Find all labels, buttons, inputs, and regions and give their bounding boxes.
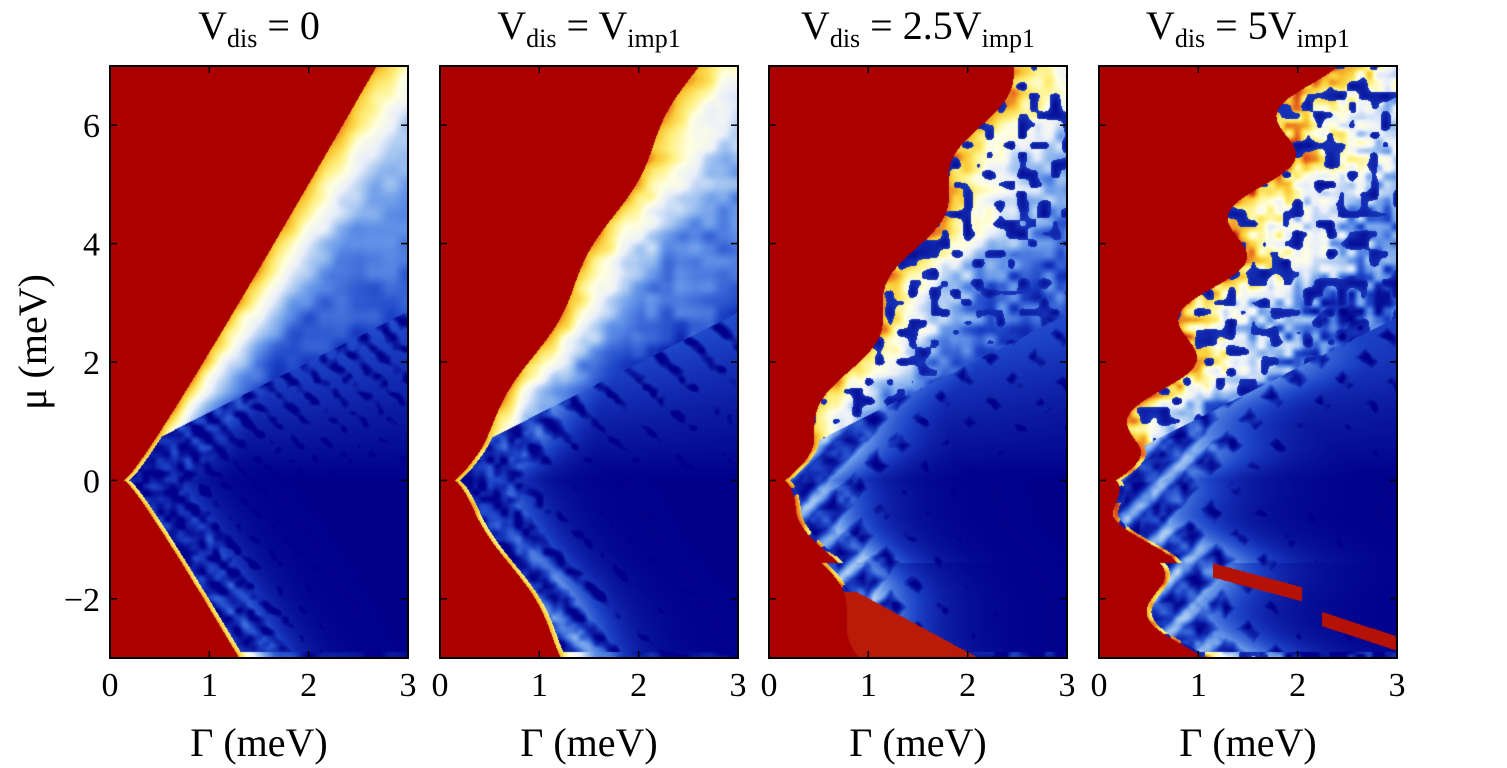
x-tick-label: 2 [300,667,317,704]
x-tick-label: 2 [1289,667,1306,704]
panel-title-vdis-vimp1: Vdis = Vimp1 [497,3,681,53]
x-tick-label: 1 [1190,667,1207,704]
heatmap-panel-4 [1099,66,1397,658]
x-tick-label: 3 [1059,667,1076,704]
panel-title-vdis-2p5vimp1: Vdis = 2.5Vimp1 [800,3,1036,53]
y-tick-label: −2 [64,582,100,619]
heatmap-panel-2 [440,66,738,658]
panel-title-vdis-5vimp1: Vdis = 5Vimp1 [1145,3,1351,53]
x-tick-label: 3 [730,667,747,704]
x-tick-label: 1 [531,667,548,704]
heatmap-panel-3 [769,66,1067,658]
x-axis-label: Γ (meV) [849,720,987,765]
y-tick-label: 4 [83,227,100,264]
x-tick-label: 1 [860,667,877,704]
y-tick-label: 2 [83,345,100,382]
x-tick-label: 1 [201,667,218,704]
x-axis-label: Γ (meV) [1179,720,1317,765]
heatmap-panel-1 [110,66,408,658]
y-axis-label: μ (meV) [10,274,55,410]
x-tick-label: 0 [761,667,778,704]
x-tick-label: 0 [1091,667,1108,704]
x-axis-label: Γ (meV) [190,720,328,765]
x-tick-label: 0 [102,667,119,704]
x-tick-label: 3 [1389,667,1406,704]
panel-title-vdis-0: Vdis = 0 [198,3,320,53]
x-tick-label: 3 [400,667,417,704]
y-tick-label: 0 [83,463,100,500]
x-axis-label: Γ (meV) [520,720,658,765]
x-tick-label: 2 [959,667,976,704]
x-tick-label: 2 [630,667,647,704]
y-tick-label: 6 [83,108,100,145]
x-tick-label: 0 [432,667,449,704]
